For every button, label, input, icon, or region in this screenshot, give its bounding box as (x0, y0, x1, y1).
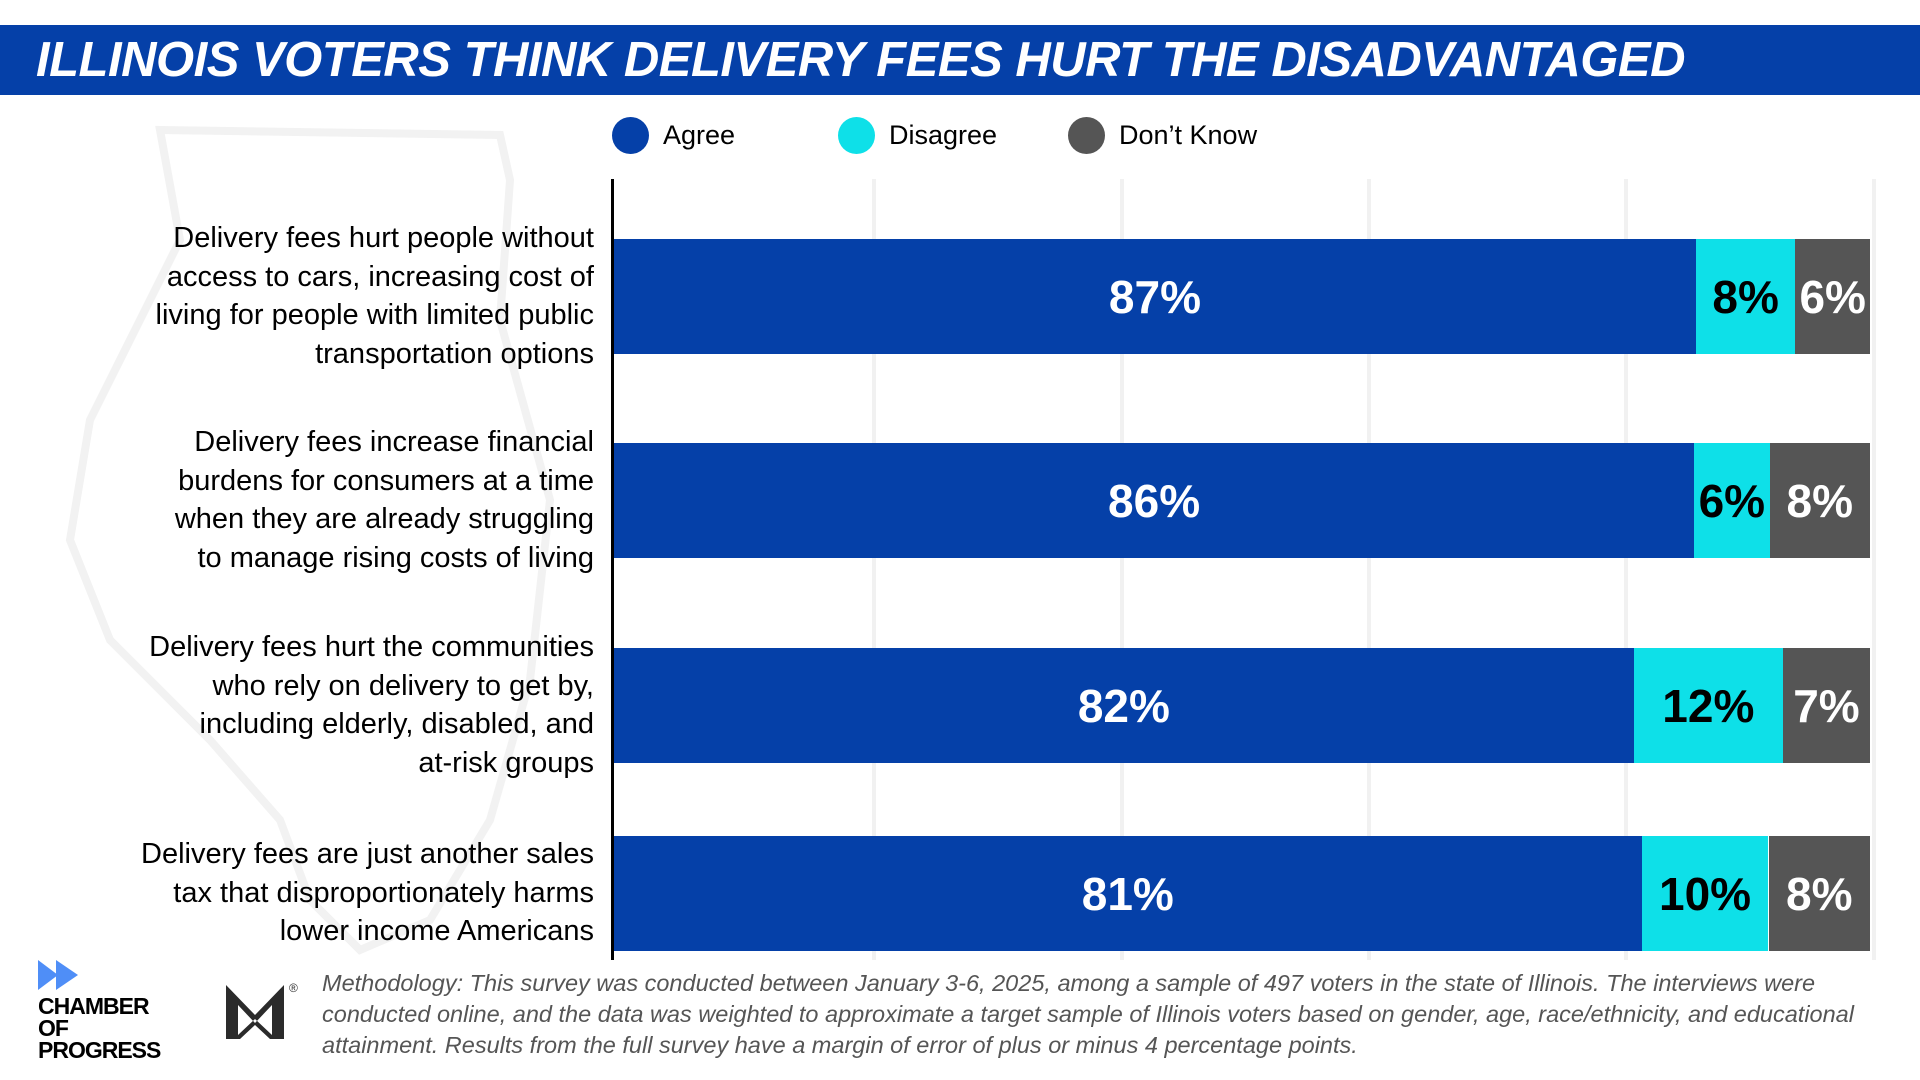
gridline (1624, 179, 1628, 960)
category-label-line: burdens for consumers at a time (178, 464, 594, 497)
legend-disagree: Disagree (838, 116, 997, 154)
data-label: 81% (1081, 867, 1174, 920)
category-label-line: to manage rising costs of living (197, 541, 594, 574)
illinois-map-watermark (65, 125, 555, 955)
bar-segment-agree: 82% (614, 648, 1634, 763)
bar-segment-don-t-know: 7% (1782, 648, 1870, 763)
gridline (872, 179, 876, 960)
legend-agree: Agree (612, 116, 735, 154)
bar-segment-disagree: 10% (1641, 836, 1769, 951)
category-label-line: when they are already struggling (174, 503, 594, 535)
bar-segment-don-t-know: 8% (1769, 443, 1870, 558)
bar-segment-agree: 86% (614, 443, 1695, 558)
category-label: Delivery fees increase financial burdens … (10, 423, 594, 577)
partner-m-logo-icon (226, 985, 284, 1039)
data-label: 87% (1108, 270, 1201, 323)
agree-swatch-icon (612, 116, 649, 154)
data-label: 6% (1698, 474, 1766, 527)
bar-segment-disagree: 12% (1633, 648, 1783, 763)
bar-segment-agree: 81% (614, 836, 1642, 951)
data-label: 86% (1108, 474, 1201, 527)
disagree-swatch-icon (838, 116, 875, 154)
data-label: 6% (1799, 270, 1866, 323)
data-label: 82% (1077, 679, 1170, 732)
legend-label: Agree (663, 119, 736, 150)
bar-segment-disagree: 6% (1694, 443, 1770, 558)
chamber-of-progress-arrows-icon (38, 960, 78, 990)
data-label: 12% (1662, 679, 1755, 732)
category-label-line: access to cars, increasing cost of (166, 260, 594, 293)
category-label: Delivery fees hurt the communities who re… (10, 628, 594, 782)
bar-segment-agree: 87% (614, 239, 1696, 354)
legend-label: Disagree (889, 119, 998, 150)
category-label-line: transportation options (315, 337, 594, 370)
category-label-line: Delivery fees hurt the communities (149, 631, 594, 663)
chamber-of-progress-logo: CHAMBER OF PROGRESS (38, 993, 161, 1063)
category-label-line: Delivery fees increase financial (194, 426, 594, 458)
category-label: Delivery fees are just another sales tax … (10, 835, 594, 951)
dont-know-swatch-icon (1068, 116, 1105, 154)
category-label-line: tax that disproportionately harms (173, 876, 594, 909)
registered-mark: ® (289, 981, 298, 995)
category-label-line: Delivery fees hurt people without (173, 222, 594, 254)
chart-title: ILLINOIS VOTERS THINK DELIVERY FEES HURT… (36, 33, 1685, 87)
title-bar: ILLINOIS VOTERS THINK DELIVERY FEES HURT… (0, 25, 1920, 95)
data-label: 10% (1659, 867, 1752, 920)
category-label-line: living for people with limited public (155, 299, 594, 331)
methodology-note: Methodology: This survey was conducted b… (322, 970, 1854, 1058)
data-label: 7% (1793, 679, 1860, 732)
legend-label: Don’t Know (1119, 119, 1258, 150)
data-label: 8% (1786, 474, 1853, 527)
gridline (1120, 179, 1124, 960)
category-label-line: including elderly, disabled, and (199, 708, 594, 740)
bar-segment-disagree: 8% (1695, 239, 1796, 354)
data-label: 8% (1712, 270, 1779, 323)
gridline (1367, 179, 1371, 960)
category-label-line: who rely on delivery to get by, (212, 669, 595, 702)
bar-segment-don-t-know: 6% (1795, 239, 1870, 354)
legend-dont-know: Don’t Know (1068, 116, 1257, 154)
category-label: Delivery fees hurt people without access … (10, 219, 594, 373)
bar-segment-don-t-know: 8% (1768, 836, 1870, 951)
data-label: 8% (1786, 867, 1853, 920)
category-label-line: lower income Americans (279, 915, 594, 948)
category-label-line: at-risk groups (418, 746, 594, 779)
y-axis-line (611, 179, 614, 960)
gridline (1872, 179, 1876, 960)
category-label-line: Delivery fees are just another sales (141, 838, 594, 871)
